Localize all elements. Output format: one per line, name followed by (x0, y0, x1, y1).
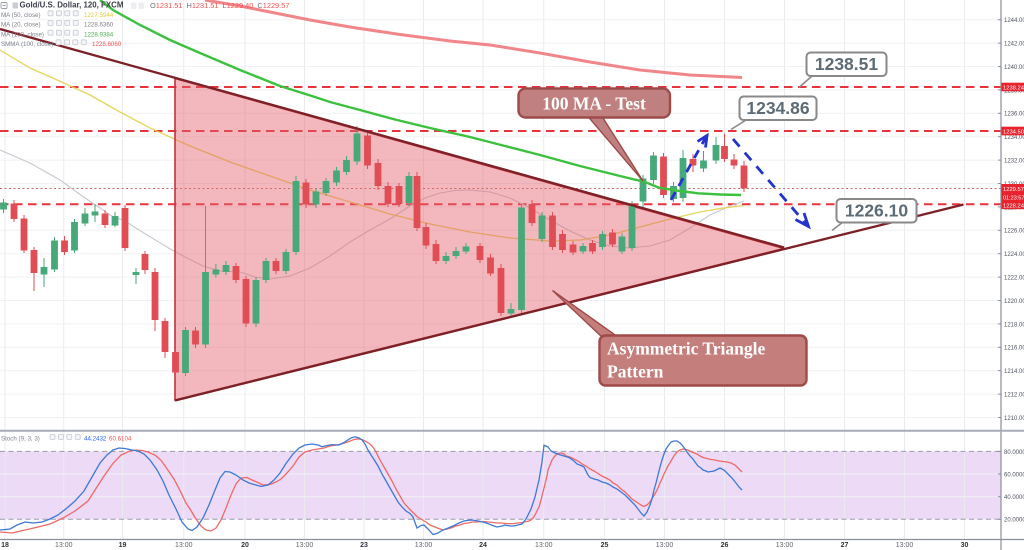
svg-text:60.0000: 60.0000 (1004, 472, 1024, 478)
svg-text:1216.00: 1216.00 (1004, 346, 1024, 352)
svg-text:19: 19 (119, 542, 127, 549)
svg-text:01:23:57: 01:23:57 (1003, 195, 1024, 201)
svg-text:1229.57: 1229.57 (1003, 187, 1024, 193)
svg-text:13:00: 13:00 (896, 542, 914, 549)
svg-text:1222.00: 1222.00 (1004, 276, 1024, 282)
svg-text:Gold/U.S. Dollar, 120, FXCM: Gold/U.S. Dollar, 120, FXCM (20, 1, 124, 10)
svg-text:1212.00: 1212.00 (1004, 393, 1024, 399)
svg-text:1232.00: 1232.00 (1004, 159, 1024, 165)
svg-text:MA (20, close): MA (20, close) (1, 22, 41, 29)
svg-text:1210.00: 1210.00 (1004, 416, 1024, 422)
svg-text:60.6104: 60.6104 (109, 436, 132, 443)
svg-text:13:00: 13:00 (535, 542, 553, 549)
svg-text:Asymmetric Triangle: Asymmetric Triangle (607, 339, 766, 359)
svg-text:1234.86: 1234.86 (746, 98, 810, 118)
svg-text:1218.00: 1218.00 (1004, 322, 1024, 328)
svg-text:24: 24 (479, 542, 487, 549)
svg-text:1238.51: 1238.51 (815, 54, 879, 74)
svg-text:1226.00: 1226.00 (1004, 229, 1024, 235)
svg-text:25: 25 (601, 542, 609, 549)
svg-text:13:00: 13:00 (415, 542, 433, 549)
svg-text:18: 18 (1, 542, 9, 549)
svg-text:1240.00: 1240.00 (1004, 65, 1024, 71)
svg-text:1227.5944: 1227.5944 (84, 12, 114, 19)
svg-text:30: 30 (961, 542, 969, 549)
svg-text:13:00: 13:00 (776, 542, 794, 549)
svg-text:1228.6060: 1228.6060 (92, 41, 122, 48)
svg-text:44.2432: 44.2432 (84, 436, 107, 443)
svg-text:13:00: 13:00 (175, 542, 193, 549)
svg-text:23: 23 (360, 542, 368, 549)
svg-text:27: 27 (841, 542, 849, 549)
svg-text:1238.24: 1238.24 (1003, 86, 1024, 92)
svg-text:SMMA (100, close): SMMA (100, close) (1, 41, 53, 48)
svg-text:20: 20 (241, 542, 249, 549)
svg-text:1224.00: 1224.00 (1004, 252, 1024, 258)
svg-text:13:00: 13:00 (656, 542, 674, 549)
svg-text:1228.6360: 1228.6360 (84, 22, 114, 29)
svg-text:1228.9384: 1228.9384 (84, 31, 114, 38)
svg-text:1234.50: 1234.50 (1003, 130, 1024, 136)
svg-text:13:00: 13:00 (55, 542, 73, 549)
svg-text:80.0000: 80.0000 (1004, 450, 1024, 456)
svg-text:26: 26 (721, 542, 729, 549)
svg-text:1220.00: 1220.00 (1004, 299, 1024, 305)
svg-text:1242.00: 1242.00 (1004, 42, 1024, 48)
svg-text:1238.00: 1238.00 (1004, 88, 1024, 94)
svg-text:20.0000: 20.0000 (1004, 518, 1024, 524)
svg-text:MA (50, close): MA (50, close) (1, 12, 41, 19)
svg-text:Pattern: Pattern (607, 362, 664, 382)
svg-text:1234.00: 1234.00 (1004, 135, 1024, 141)
svg-text:1214.00: 1214.00 (1004, 369, 1024, 375)
svg-text:1244.00: 1244.00 (1004, 18, 1024, 24)
svg-text:1236.00: 1236.00 (1004, 112, 1024, 118)
svg-text:100 MA - Test: 100 MA - Test (542, 94, 646, 114)
svg-text:MA (100, close): MA (100, close) (1, 31, 44, 38)
svg-text:Stoch (9, 3, 3): Stoch (9, 3, 3) (1, 436, 40, 443)
svg-text:13:00: 13:00 (296, 542, 314, 549)
svg-text:40.0000: 40.0000 (1004, 495, 1024, 501)
svg-text:1226.10: 1226.10 (845, 201, 909, 221)
svg-text:1228.24: 1228.24 (1003, 203, 1024, 209)
